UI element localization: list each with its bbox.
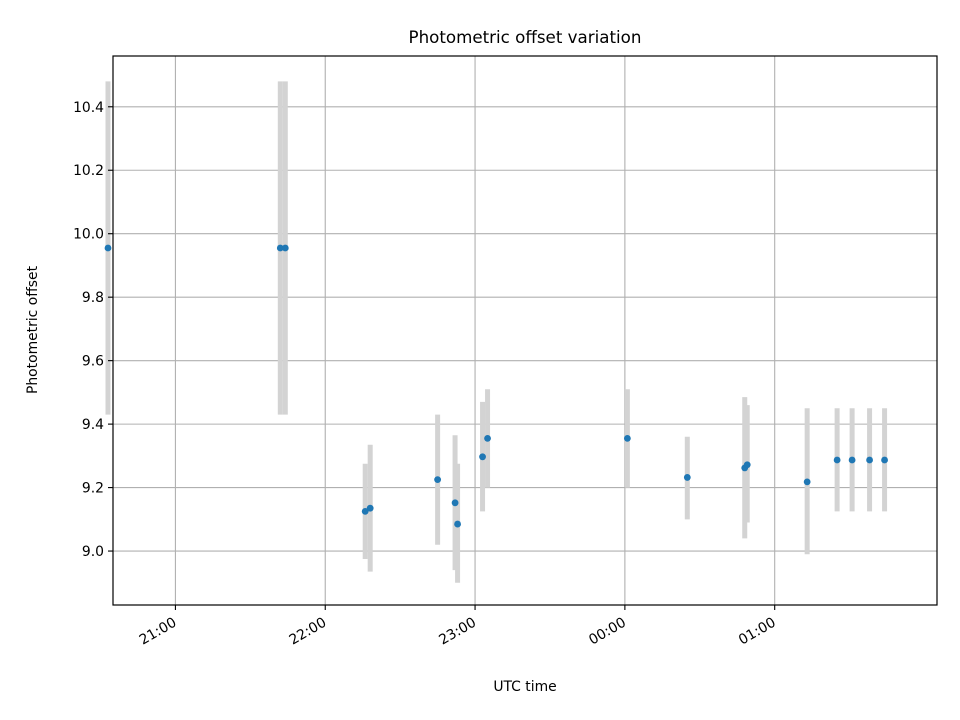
- data-point: [623, 434, 631, 442]
- data-point: [866, 456, 873, 464]
- data-point: [454, 520, 461, 528]
- y-tick-label: 9.0: [82, 544, 104, 560]
- y-tick-label: 9.8: [82, 290, 104, 306]
- data-point: [833, 456, 841, 464]
- y-tick-label: 10.0: [73, 227, 104, 243]
- data-point: [683, 474, 691, 481]
- y-tick-label: 10.2: [73, 163, 104, 179]
- y-axis-label: Photometric offset: [25, 265, 41, 394]
- data-point: [361, 507, 369, 515]
- data-point: [743, 461, 751, 469]
- data-point: [803, 478, 811, 486]
- y-tick-label: 9.4: [82, 417, 104, 433]
- data-point: [848, 456, 856, 464]
- x-axis-label: UTC time: [493, 679, 556, 695]
- data-point: [104, 244, 112, 252]
- y-tick-label: 10.4: [73, 100, 104, 116]
- data-points: [104, 244, 888, 528]
- chart-title: Photometric offset variation: [409, 27, 642, 47]
- data-point: [276, 244, 284, 252]
- data-point: [484, 434, 491, 442]
- data-point: [881, 456, 888, 464]
- data-point: [281, 244, 289, 252]
- data-point: [366, 504, 374, 512]
- y-axis-ticks: 9.0 9.2 9.4 9.6 9.8 10.0 10.2 10.4: [73, 100, 113, 560]
- y-tick-label: 9.6: [82, 354, 104, 370]
- grid: [113, 56, 937, 605]
- data-point: [479, 453, 486, 461]
- data-point: [434, 476, 442, 484]
- plot-frame: [112, 55, 938, 606]
- y-tick-label: 9.2: [82, 481, 104, 497]
- data-point: [451, 499, 459, 507]
